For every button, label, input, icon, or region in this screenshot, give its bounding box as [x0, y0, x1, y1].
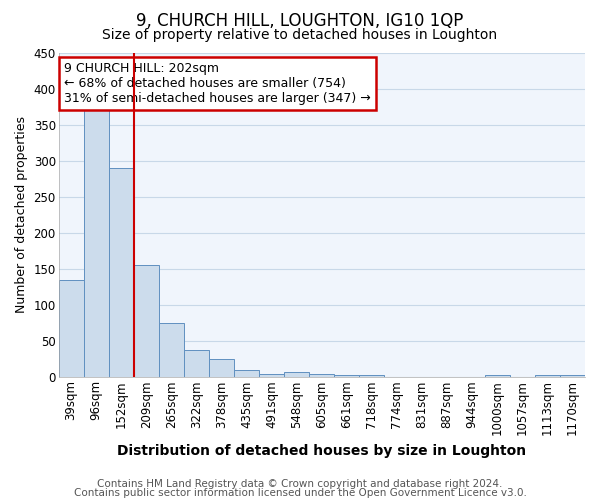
Bar [259, 374, 284, 378]
Bar [560, 375, 585, 378]
Text: 9 CHURCH HILL: 202sqm
← 68% of detached houses are smaller (754)
31% of semi-det: 9 CHURCH HILL: 202sqm ← 68% of detached … [64, 62, 371, 105]
Bar [359, 375, 385, 378]
Bar [209, 360, 234, 378]
Bar [109, 168, 134, 378]
X-axis label: Distribution of detached houses by size in Loughton: Distribution of detached houses by size … [117, 444, 526, 458]
Text: Size of property relative to detached houses in Loughton: Size of property relative to detached ho… [103, 28, 497, 42]
Bar [284, 372, 309, 378]
Bar [309, 374, 334, 378]
Text: Contains HM Land Registry data © Crown copyright and database right 2024.: Contains HM Land Registry data © Crown c… [97, 479, 503, 489]
Bar [83, 110, 109, 378]
Text: Contains public sector information licensed under the Open Government Licence v3: Contains public sector information licen… [74, 488, 526, 498]
Y-axis label: Number of detached properties: Number of detached properties [15, 116, 28, 314]
Bar [134, 266, 159, 378]
Bar [234, 370, 259, 378]
Bar [535, 375, 560, 378]
Bar [334, 374, 359, 378]
Text: 9, CHURCH HILL, LOUGHTON, IG10 1QP: 9, CHURCH HILL, LOUGHTON, IG10 1QP [136, 12, 464, 30]
Bar [485, 375, 510, 378]
Bar [59, 280, 83, 378]
Bar [184, 350, 209, 378]
Bar [159, 323, 184, 378]
